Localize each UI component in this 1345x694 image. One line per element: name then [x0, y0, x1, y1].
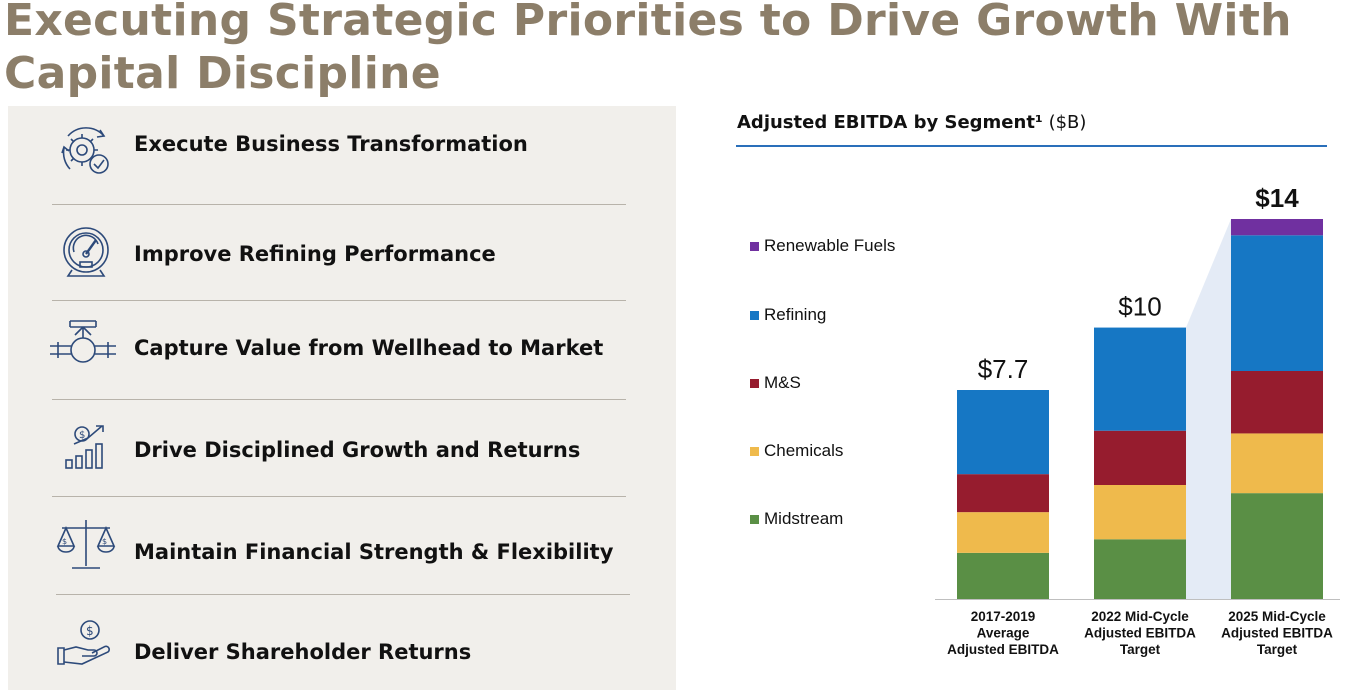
page-title: Executing Strategic Priorities to Drive …: [4, 0, 1292, 99]
category-tick-label: Target: [1257, 642, 1298, 657]
svg-text:$: $: [86, 624, 94, 638]
bar-connector-band: [1186, 219, 1231, 599]
legend-swatch: [750, 447, 759, 456]
legend-label: M&S: [764, 373, 801, 392]
bar-segment: [1094, 485, 1186, 540]
hand-coin-icon: $: [52, 616, 122, 676]
growth-bars-icon: $: [52, 418, 122, 478]
category-tick-label: 2025 Mid-Cycle: [1228, 609, 1326, 624]
legend-swatch: [750, 379, 759, 388]
bar-total-label: $7.7: [978, 354, 1029, 384]
priority-label: Drive Disciplined Growth and Returns: [134, 438, 581, 462]
bar-segment: [957, 474, 1049, 513]
legend-swatch: [750, 311, 759, 320]
bar-total-label: $14: [1255, 183, 1299, 213]
divider: [52, 300, 626, 301]
bar-total-label: $10: [1118, 292, 1161, 322]
gear-check-icon: [52, 122, 122, 182]
svg-text:$: $: [79, 430, 85, 441]
category-tick-label: Adjusted EBITDA: [947, 642, 1059, 657]
bar-segment: [957, 390, 1049, 475]
category-tick-label: 2017-2019: [971, 609, 1036, 624]
bar-segment: [1231, 433, 1323, 494]
divider: [52, 496, 626, 497]
bar-segment: [1231, 235, 1323, 371]
divider: [52, 204, 626, 205]
valve-pipeline-icon: [48, 316, 118, 376]
legend-label: Chemicals: [764, 441, 843, 460]
legend-swatch: [750, 242, 759, 251]
bar-segment: [957, 552, 1049, 599]
legend-swatch: [750, 515, 759, 524]
chart-title: Adjusted EBITDA by Segment¹ ($B): [737, 112, 1086, 133]
bar-segment: [1231, 493, 1323, 599]
legend-label: Refining: [764, 305, 826, 324]
divider: [52, 399, 626, 400]
bar-segment: [957, 512, 1049, 553]
priority-label: Improve Refining Performance: [134, 242, 496, 266]
category-tick-label: Adjusted EBITDA: [1084, 626, 1196, 641]
balance-scale-icon: $ $: [52, 516, 122, 576]
bar-segment: [1231, 219, 1323, 236]
bar-segment: [1094, 539, 1186, 599]
category-tick-label: 2022 Mid-Cycle: [1091, 609, 1189, 624]
chart-title-unit: ($B): [1048, 112, 1087, 133]
legend-label: Midstream: [764, 509, 843, 528]
svg-text:$: $: [62, 537, 67, 546]
bar-segment: [1094, 430, 1186, 485]
category-tick-label: Adjusted EBITDA: [1221, 626, 1333, 641]
gauge-icon: [52, 224, 122, 284]
category-tick-label: Average: [977, 626, 1030, 641]
priority-label: Execute Business Transformation: [134, 132, 528, 156]
bar-segment: [1094, 327, 1186, 431]
chart-title-rule: [736, 145, 1327, 147]
priority-label: Capture Value from Wellhead to Market: [134, 336, 604, 360]
category-tick-label: Target: [1120, 642, 1161, 657]
chart-title-text: Adjusted EBITDA by Segment¹: [737, 112, 1043, 133]
priority-label: Maintain Financial Strength & Flexibilit…: [134, 540, 614, 564]
legend-label: Renewable Fuels: [764, 236, 895, 255]
bar-segment: [1231, 371, 1323, 434]
divider: [56, 594, 630, 595]
svg-text:$: $: [102, 537, 107, 546]
priorities-panel: Execute Business Transformation Improve …: [8, 106, 676, 690]
priority-label: Deliver Shareholder Returns: [134, 640, 472, 664]
